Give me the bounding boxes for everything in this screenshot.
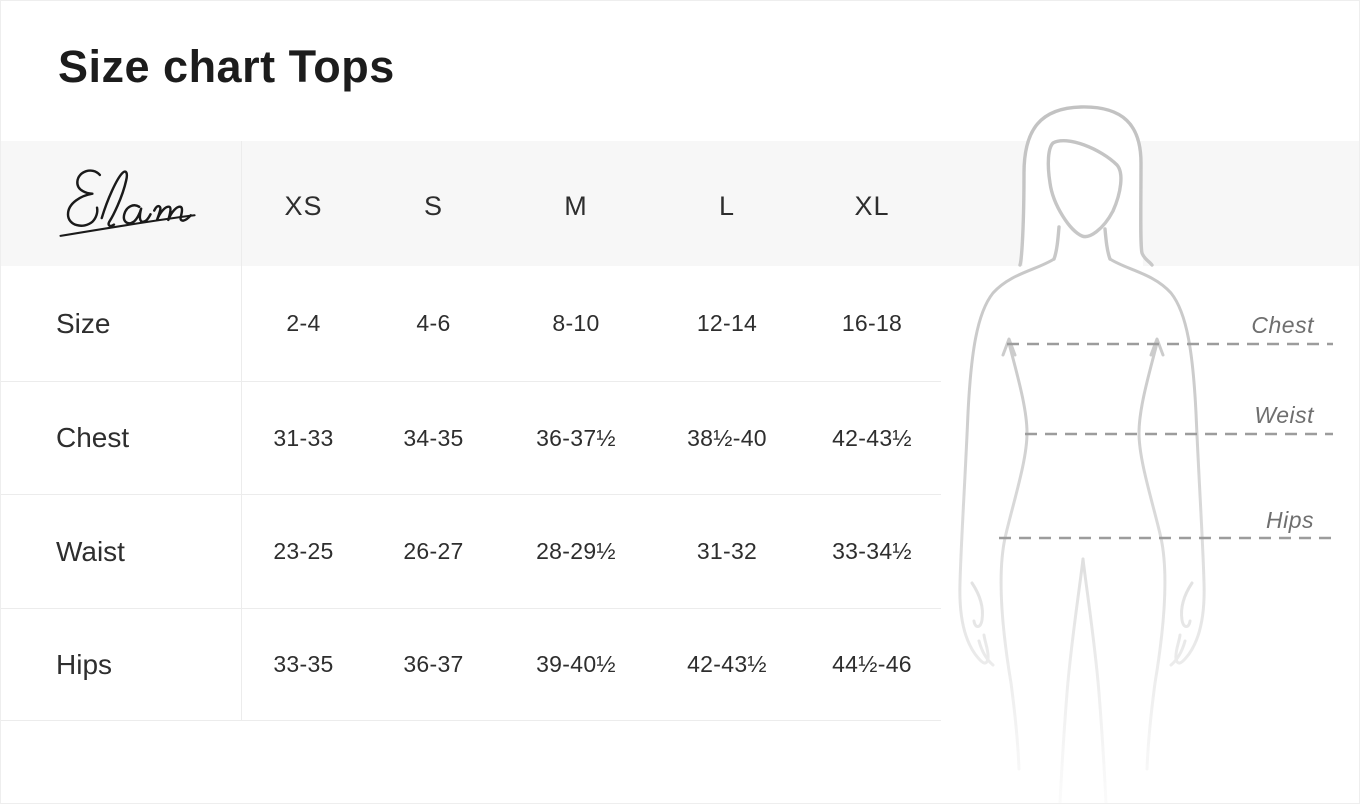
waist-l: 31-32 (696, 538, 758, 564)
col-header-xs: XS (284, 191, 323, 221)
brand-cell (1, 141, 241, 266)
row-label-hips: Hips (56, 648, 113, 680)
brand-logo-elan-icon (59, 169, 196, 237)
size-xs: 2-4 (286, 310, 321, 336)
hips-measure-label: Hips (1265, 507, 1314, 533)
col-header-s: S (423, 191, 443, 221)
hips-xl: 44½-46 (832, 651, 912, 677)
waist-m: 28-29½ (536, 538, 616, 564)
table-row-waist: Waist 23-25 26-27 28-29½ 31-32 33-34½ (1, 494, 941, 608)
size-m: 8-10 (552, 310, 600, 336)
chest-xs: 31-33 (273, 424, 334, 451)
chest-xl: 42-43½ (832, 424, 912, 451)
table-row-size: Size 2-4 4-6 8-10 12-14 16-18 (1, 266, 941, 381)
table-header-row: XS S M L XL (1, 141, 941, 266)
size-table: XS S M L XL Size 2-4 4-6 8-10 12-14 16-1… (1, 141, 941, 721)
waist-xs: 23-25 (273, 538, 334, 564)
hips-m: 39-40½ (536, 651, 616, 677)
size-xl: 16-18 (841, 310, 903, 336)
body-silhouette-figure (941, 101, 1359, 803)
chest-s: 34-35 (403, 424, 464, 451)
hips-s: 36-37 (403, 651, 464, 677)
waist-s: 26-27 (403, 538, 464, 564)
table-row-hips: Hips 33-35 36-37 39-40½ 42-43½ 44½-46 (1, 608, 941, 721)
col-header-xl: XL (854, 191, 890, 221)
col-header-m: M (564, 191, 588, 221)
waist-xl: 33-34½ (832, 538, 912, 564)
row-label-size: Size (56, 307, 111, 339)
chest-m: 36-37½ (536, 424, 616, 451)
hips-l: 42-43½ (687, 651, 767, 677)
chest-measure-label: Chest (1251, 312, 1314, 338)
hips-xs: 33-35 (273, 651, 334, 677)
col-header-l: L (718, 191, 736, 221)
page-title: Size chart Tops (58, 41, 395, 92)
table-vertical-divider (241, 141, 242, 721)
row-label-chest: Chest (56, 422, 130, 453)
size-l: 12-14 (696, 310, 758, 336)
table-row-chest: Chest 31-33 34-35 36-37½ 38½-40 42-43½ (1, 381, 941, 494)
chest-l: 38½-40 (687, 424, 767, 451)
woman-silhouette-icon (958, 105, 1333, 803)
weist-measure-label: Weist (1254, 402, 1314, 428)
row-label-waist: Waist (56, 535, 125, 567)
size-s: 4-6 (416, 310, 451, 336)
